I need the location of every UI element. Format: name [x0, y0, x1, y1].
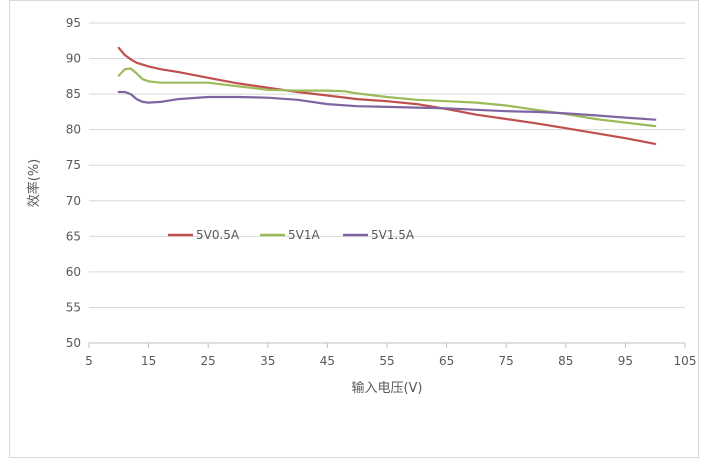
- y-tick-label: 65: [66, 229, 81, 243]
- series-line-2: [117, 67, 657, 128]
- y-tick-label: 55: [66, 300, 81, 314]
- y-tick-label: 70: [66, 194, 81, 208]
- y-axis-label: 效率(%): [26, 159, 42, 208]
- chart-frame: 50 55 60 65 70 75 80 85 90 95 5 15 25 35 45 55 65 75 85 95…: [9, 0, 699, 458]
- x-tick-label: 45: [320, 354, 335, 368]
- y-tick-label: 50: [66, 336, 81, 350]
- line-chart: 50 55 60 65 70 75 80 85 90 95 5 15 25 35 45 55 65 75 85 95…: [26, 16, 697, 396]
- x-tick-label: 5: [85, 354, 93, 368]
- legend-label: 5V0.5A: [196, 228, 240, 242]
- y-tick-label: 95: [66, 16, 81, 30]
- x-tick-label: 35: [260, 354, 275, 368]
- series-line-3: [117, 90, 657, 121]
- x-tick-label: 95: [618, 354, 633, 368]
- y-tick-label: 80: [66, 123, 81, 137]
- legend: 5V0.5A 5V1A 5V1.5A: [168, 228, 415, 242]
- y-tick-label: 75: [66, 158, 81, 172]
- x-tick-label: 25: [201, 354, 216, 368]
- series-line-1: [117, 46, 657, 145]
- y-tick-label: 60: [66, 265, 81, 279]
- x-tick-label: 55: [379, 354, 394, 368]
- y-tick-label: 90: [66, 52, 81, 66]
- y-tick-label: 85: [66, 87, 81, 101]
- x-axis-label: 输入电压(V): [351, 380, 422, 396]
- x-tick-label: 105: [674, 354, 697, 368]
- x-tick-label: 65: [439, 354, 454, 368]
- legend-label: 5V1.5A: [371, 228, 415, 242]
- x-tick-label: 75: [499, 354, 514, 368]
- x-tick-label: 85: [558, 354, 573, 368]
- legend-label: 5V1A: [288, 228, 320, 242]
- x-tick-label: 15: [141, 354, 156, 368]
